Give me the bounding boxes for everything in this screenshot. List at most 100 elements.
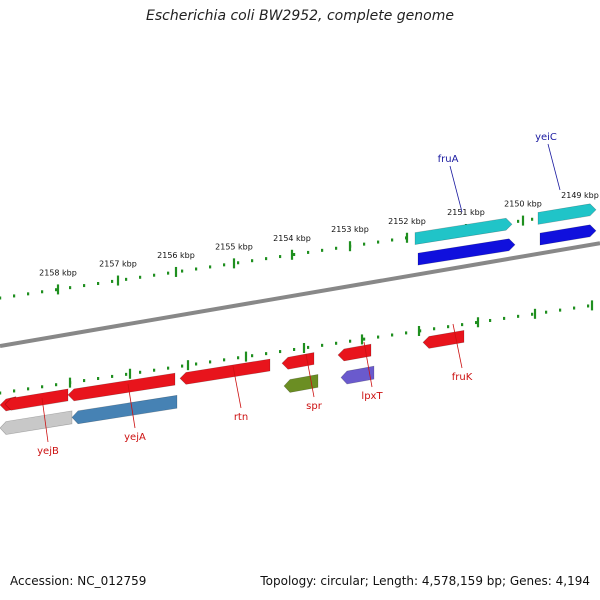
scale-dot [335, 246, 338, 250]
scale-dot [195, 362, 198, 366]
scale-dot [41, 290, 44, 294]
scale-dot [377, 335, 380, 339]
gene-yejA-feature [67, 372, 176, 402]
gene-lpxT-cds [340, 365, 375, 385]
scale-dot [307, 345, 310, 349]
scale-dot [279, 350, 282, 354]
scale-dot [321, 248, 324, 252]
major-tick [302, 343, 306, 354]
map-title: Escherichia coli BW2952, complete genome [146, 8, 454, 24]
scale-dot [433, 327, 436, 331]
kbp-label: 2150 kbp [504, 200, 542, 209]
scale-dot [167, 366, 170, 370]
gene-label-lpxT: lpxT [361, 391, 383, 402]
kbp-label: 2153 kbp [331, 225, 369, 234]
scale-dot [237, 356, 240, 360]
major-tick [290, 249, 294, 260]
gene-spr-feature [281, 352, 315, 370]
gene-yejA-cds [71, 394, 178, 425]
gene-leader-line [452, 323, 463, 369]
scale-dot [237, 261, 240, 265]
major-tick [360, 334, 364, 345]
scale-dot [55, 288, 58, 292]
gene-leader-line [547, 143, 561, 191]
kbp-label: 2154 kbp [273, 234, 311, 243]
scale-dot [293, 347, 296, 351]
scale-dot [531, 312, 534, 316]
scale-dot [307, 250, 310, 254]
major-tick [56, 284, 60, 295]
genome-backbone [0, 241, 600, 348]
gene-fruA-feature [417, 238, 516, 266]
gene-leader-line [127, 383, 136, 429]
scale-dot [377, 240, 380, 244]
scale-dot [279, 255, 282, 259]
gene-label-yejB: yejB [37, 446, 59, 457]
scale-dot [209, 265, 212, 269]
gene-leader-line [41, 397, 49, 443]
kbp-label: 2158 kbp [39, 268, 77, 277]
kbp-label: 2149 kbp [561, 191, 599, 200]
kbp-label: 2155 kbp [215, 242, 253, 251]
scale-dot [223, 358, 226, 362]
gene-fruK-feature [422, 329, 465, 349]
major-tick [405, 232, 409, 243]
scale-dot [27, 292, 30, 296]
scale-dot [139, 370, 142, 374]
gene-leader-line [232, 365, 242, 409]
scale-dot [125, 372, 128, 376]
scale-dot [405, 331, 408, 335]
scale-dot [111, 374, 114, 378]
scale-dot [97, 281, 100, 285]
gene-rtn-feature [179, 358, 271, 385]
backbone-line [0, 241, 600, 348]
kbp-label: 2152 kbp [388, 217, 426, 226]
gene-fruA-cds [414, 217, 513, 245]
scale-dot [363, 242, 366, 246]
scale-dot [545, 310, 548, 314]
scale-dot [461, 323, 464, 327]
scale-dot [517, 219, 520, 223]
scale-dot [153, 368, 156, 372]
accession-text: Accession: NC_012759 [10, 574, 147, 588]
scale-dot [251, 259, 254, 263]
gene-spr-cds [283, 374, 319, 393]
gene-label-rtn: rtn [234, 412, 248, 423]
major-tick [521, 215, 525, 226]
major-tick [348, 241, 352, 252]
scale-dot [517, 314, 520, 318]
kbp-label: 2156 kbp [157, 251, 195, 260]
major-tick [68, 377, 72, 388]
scale-dot [167, 271, 170, 275]
scale-dot [27, 387, 30, 391]
scale-dot [587, 304, 590, 308]
scale-dot [363, 337, 366, 341]
gene-label-fruK: fruK [452, 372, 473, 383]
gene-yejB-feature [4, 388, 69, 411]
scale-dot [503, 316, 506, 320]
gene-yeiC-feature [539, 224, 597, 246]
scale-dot [111, 279, 114, 283]
major-tick [533, 308, 537, 319]
gene-labels: fruA yeiC yejB yejA rtn spr lpxT fruK [37, 132, 561, 457]
scale-dot [83, 379, 86, 383]
scale-dot [573, 306, 576, 310]
scale-dot [55, 383, 58, 387]
scale-dot [265, 352, 268, 356]
scale-dot [489, 318, 492, 322]
gene-leader-line [305, 353, 315, 398]
topology-text: Topology: circular; Length: 4,578,159 bp… [260, 574, 590, 588]
major-tick [476, 317, 480, 328]
major-tick [186, 360, 190, 371]
scale-dot [293, 252, 296, 256]
gene-yejB-cds [0, 410, 73, 435]
scale-dot [97, 376, 100, 380]
major-tick [417, 325, 421, 336]
scale-dot [181, 269, 184, 273]
major-tick [590, 300, 594, 311]
gene-leader-line [363, 341, 373, 388]
scale-dot [531, 217, 534, 221]
scale-dot [13, 294, 16, 298]
scale-dot [321, 343, 324, 347]
